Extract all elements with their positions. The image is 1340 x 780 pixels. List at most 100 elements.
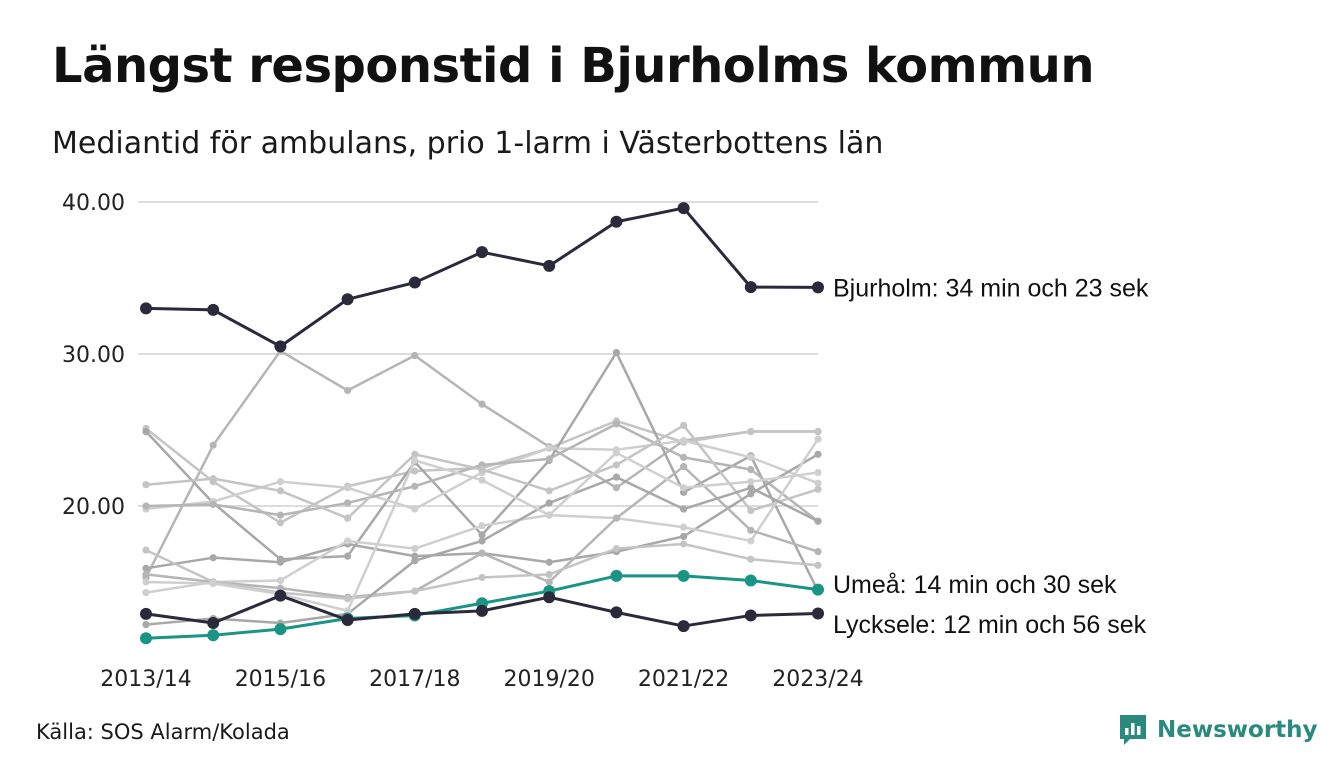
background-series-point [680, 523, 688, 531]
series-point-umea [207, 629, 220, 642]
background-series-point [814, 479, 822, 487]
background-series-point [747, 478, 755, 486]
background-series-point [680, 453, 688, 461]
background-series-point [209, 441, 217, 449]
background-series-point [747, 555, 755, 563]
y-tick-label: 30.00 [62, 343, 125, 368]
background-series-point [545, 511, 553, 519]
background-series-point [142, 481, 150, 489]
background-series-point [411, 351, 419, 360]
background-series-point [545, 499, 553, 507]
background-series-point [814, 435, 822, 443]
highlighted-series-layer [140, 202, 824, 645]
series-point-bjurholm [341, 293, 354, 306]
background-series-point [209, 475, 217, 483]
background-series-point [478, 531, 486, 539]
series-point-lycksele [207, 617, 220, 630]
series-point-umea [812, 583, 824, 596]
background-series-point [344, 595, 352, 603]
background-series-point [680, 421, 688, 430]
label-layer: 20.00 30.00 40.00 2013/14 2015/16 2017/18 2019… [62, 191, 1149, 692]
background-series-point [344, 537, 352, 545]
series-point-lycksele [274, 589, 287, 602]
y-tick-label: 20.00 [62, 495, 125, 520]
background-series-point [478, 476, 486, 484]
background-series-point [814, 548, 822, 556]
series-point-bjurholm [744, 281, 757, 294]
series-point-bjurholm [610, 215, 623, 228]
series-point-umea [610, 569, 623, 582]
chart-subtitle: Mediantid för ambulans, prio 1-larm i Vä… [52, 126, 884, 161]
background-series-point [142, 589, 150, 597]
source-note: Källa: SOS Alarm/Kolada [36, 720, 290, 744]
background-series-point [142, 564, 150, 572]
series-label-lycksele: Lycksele: 12 min och 56 sek [833, 611, 1147, 639]
background-series-point [276, 519, 284, 527]
background-series-point [276, 576, 284, 585]
series-line-bjurholm [145, 206, 819, 348]
background-series-point [814, 485, 822, 493]
newsworthy-logo-icon [1120, 715, 1146, 745]
background-series-point [612, 449, 621, 457]
background-series-point [814, 427, 822, 436]
background-series-point [747, 453, 755, 461]
background-series-point [612, 484, 621, 492]
background-series-point [478, 465, 486, 474]
series-label-bjurholm: Bjurholm: 34 min och 23 sek [833, 274, 1149, 302]
background-series-point [814, 468, 822, 477]
x-tick-label: 2015/16 [235, 667, 326, 692]
background-series-point [344, 552, 352, 560]
background-series-point [209, 554, 217, 562]
series-point-lycksele [341, 614, 354, 626]
series-point-bjurholm [274, 340, 287, 353]
background-series-point [545, 578, 553, 586]
background-series-point [411, 557, 419, 565]
background-series-point [276, 511, 284, 519]
background-series-point [344, 607, 352, 615]
background-series-point [612, 461, 621, 469]
x-tick-label: 2013/14 [100, 667, 191, 692]
series-point-umea [274, 623, 287, 636]
series-point-lycksele [408, 607, 421, 620]
background-series-point [747, 465, 755, 474]
series-point-lycksele [140, 607, 152, 620]
background-series-point [411, 482, 419, 490]
background-series-point [612, 514, 621, 522]
background-series-point [411, 505, 419, 513]
background-series-point [344, 514, 352, 522]
background-series-point [545, 487, 553, 495]
y-tick-label: 40.00 [62, 191, 125, 216]
background-series-point [680, 437, 688, 445]
background-series-point [276, 478, 284, 486]
background-series-point [545, 558, 553, 566]
background-series-layer [142, 347, 822, 629]
series-label-umea: Umeå: 14 min och 30 sek [833, 571, 1117, 599]
x-tick-label: 2023/24 [772, 667, 863, 692]
background-series-point [545, 570, 553, 579]
background-series-point [612, 348, 621, 357]
x-tick-label: 2021/22 [638, 667, 729, 692]
background-series-point [478, 573, 486, 582]
background-series-point [747, 490, 755, 498]
background-series-point [142, 570, 150, 579]
background-series-point [680, 532, 688, 541]
series-point-bjurholm [140, 302, 152, 315]
series-point-umea [744, 574, 757, 587]
series-point-bjurholm [543, 259, 556, 272]
series-point-bjurholm [207, 303, 220, 316]
series-point-lycksele [812, 607, 824, 620]
background-series-point [142, 502, 150, 510]
series-point-bjurholm [677, 202, 690, 215]
background-series-point [680, 505, 688, 513]
background-series-point [276, 487, 284, 495]
background-series-point [747, 427, 755, 436]
background-series-point [814, 517, 822, 525]
background-series-point [747, 506, 755, 515]
background-series-point [411, 467, 419, 475]
series-point-lycksele [476, 604, 488, 617]
background-series-point [747, 484, 755, 492]
series-point-umea [677, 569, 690, 582]
background-series-point [344, 386, 352, 395]
background-series-point [680, 462, 688, 471]
background-series-point [411, 456, 419, 464]
